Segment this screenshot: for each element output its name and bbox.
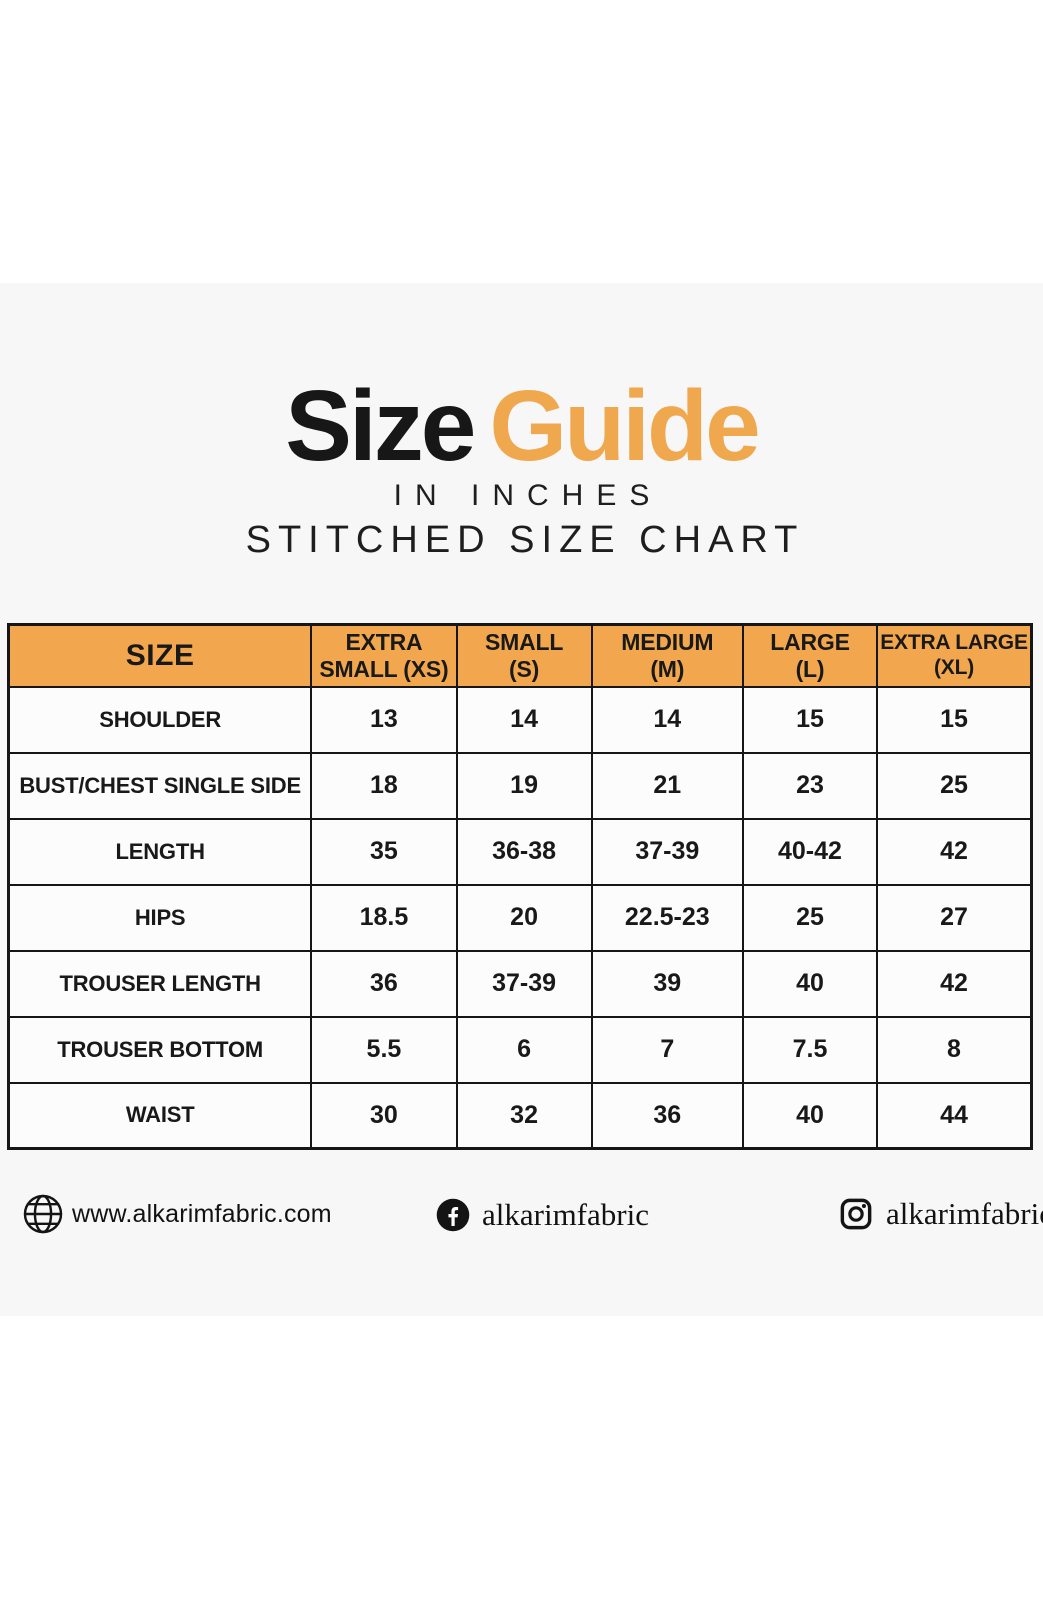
website-url: www.alkarimfabric.com <box>72 1199 332 1228</box>
size-chart-table: SIZE EXTRA SMALL (XS) SMALL (S) MEDIUM (… <box>7 623 1033 1150</box>
column-header-text: MEDIUM <box>621 628 714 655</box>
column-header-medium: MEDIUM (M) <box>590 623 744 688</box>
cell-value: 19 <box>455 751 593 820</box>
cell-value: 18 <box>310 751 458 820</box>
table-row-hips: HIPS 18.5 20 22.5-23 25 27 <box>7 883 1033 952</box>
cell-value: 13 <box>310 685 458 754</box>
cell-value: 40 <box>741 949 878 1018</box>
column-header-text: (S) <box>509 655 540 682</box>
cell-value: 40 <box>741 1081 878 1150</box>
facebook-handle: alkarimfabric <box>482 1197 649 1232</box>
globe-icon <box>23 1194 63 1234</box>
instagram-icon <box>840 1198 872 1230</box>
cell-value: 14 <box>455 685 593 754</box>
row-label: HIPS <box>7 883 313 952</box>
cell-value: 36-38 <box>455 817 593 886</box>
cell-value: 36 <box>310 949 458 1018</box>
table-row-length: LENGTH 35 36-38 37-39 40-42 42 <box>7 817 1033 886</box>
cell-value: 8 <box>875 1015 1033 1084</box>
cell-value: 25 <box>741 883 878 952</box>
column-header-size: SIZE <box>7 623 313 688</box>
cell-value: 6 <box>455 1015 593 1084</box>
cell-value: 36 <box>590 1081 744 1150</box>
footer-facebook: alkarimfabric <box>436 1194 649 1236</box>
row-label: TROUSER BOTTOM <box>7 1015 313 1084</box>
cell-value: 35 <box>310 817 458 886</box>
footer-instagram: alkarimfabrics <box>838 1192 1043 1236</box>
cell-value: 39 <box>590 949 744 1018</box>
cell-value: 44 <box>875 1081 1033 1150</box>
column-header-text: EXTRA LARGE <box>880 630 1028 654</box>
row-label: BUST/CHEST SINGLE SIDE <box>7 751 313 820</box>
row-label: LENGTH <box>7 817 313 886</box>
column-header-text: (L) <box>795 655 825 682</box>
cell-value: 40-42 <box>741 817 878 886</box>
column-header-extra-large: EXTRA LARGE (XL) <box>875 623 1033 688</box>
cell-value: 21 <box>590 751 744 820</box>
table-row-trouser-length: TROUSER LENGTH 36 37-39 39 40 42 <box>7 949 1033 1018</box>
cell-value: 7.5 <box>741 1015 878 1084</box>
subtitle-in-inches: IN INCHES <box>393 479 663 512</box>
column-header-small: SMALL (S) <box>455 623 593 688</box>
row-label: WAIST <box>7 1081 313 1150</box>
row-label: SHOULDER <box>7 685 313 754</box>
column-header-text: SMALL <box>484 628 564 655</box>
row-label: TROUSER LENGTH <box>7 949 313 1018</box>
cell-value: 25 <box>875 751 1033 820</box>
table-row-shoulder: SHOULDER 13 14 14 15 15 <box>7 685 1033 754</box>
column-header-text: LARGE <box>770 628 850 655</box>
cell-value: 22.5-23 <box>590 883 744 952</box>
cell-value: 23 <box>741 751 878 820</box>
table-row-bust-chest: BUST/CHEST SINGLE SIDE 18 19 21 23 25 <box>7 751 1033 820</box>
cell-value: 20 <box>455 883 593 952</box>
column-header-large: LARGE (L) <box>741 623 878 688</box>
cell-value: 15 <box>741 685 878 754</box>
column-header-text: SIZE <box>125 639 195 673</box>
column-header-text: EXTRA <box>345 628 423 655</box>
title-word-size: Size <box>285 370 476 482</box>
cell-value: 32 <box>455 1081 593 1150</box>
column-header-extra-small: EXTRA SMALL (XS) <box>310 623 458 688</box>
page-title: Size Guide <box>0 374 1043 479</box>
table-row-waist: WAIST 30 32 36 40 44 <box>7 1081 1033 1150</box>
cell-value: 14 <box>590 685 744 754</box>
column-header-text: (XL) <box>933 655 974 679</box>
cell-value: 18.5 <box>310 883 458 952</box>
footer-website: www.alkarimfabric.com <box>22 1190 332 1238</box>
cell-value: 42 <box>875 817 1033 886</box>
cell-value: 37-39 <box>590 817 744 886</box>
header-row: SIZE EXTRA SMALL (XS) SMALL (S) MEDIUM (… <box>7 623 1033 688</box>
cell-value: 37-39 <box>455 949 593 1018</box>
column-header-text: (M) <box>650 655 685 682</box>
table-row-trouser-bottom: TROUSER BOTTOM 5.5 6 7 7.5 8 <box>7 1015 1033 1084</box>
facebook-icon <box>436 1198 470 1232</box>
cell-value: 5.5 <box>310 1015 458 1084</box>
title-word-guide: Guide <box>489 370 760 482</box>
subheading-stitched-size-chart: STITCHED SIZE CHART <box>245 519 805 561</box>
instagram-handle: alkarimfabrics <box>886 1196 1043 1231</box>
cell-value: 42 <box>875 949 1033 1018</box>
cell-value: 30 <box>310 1081 458 1150</box>
cell-value: 15 <box>875 685 1033 754</box>
cell-value: 27 <box>875 883 1033 952</box>
cell-value: 7 <box>590 1015 744 1084</box>
column-header-text: SMALL (XS) <box>319 655 449 682</box>
